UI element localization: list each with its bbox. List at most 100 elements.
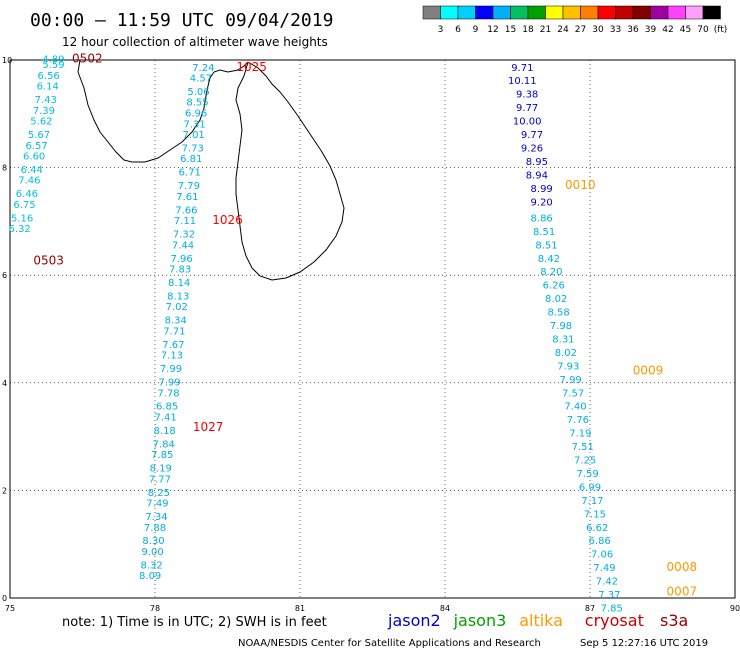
wave-height-value: 7.11 [174,216,196,227]
x-tick-label: 90 [730,604,740,613]
wave-height-value: 9.71 [511,63,533,74]
colorbar-swatch [545,5,564,20]
y-tick-label: 10 [2,56,12,65]
wave-height-value: 6.32 [9,224,31,235]
wave-height-value: 9.26 [521,143,543,154]
pass-time-label: 0502 [72,52,103,66]
wave-height-value: 8.86 [531,213,553,224]
wave-height-value: 9.00 [141,547,163,558]
wave-height-value: 7.31 [184,119,206,130]
x-tick-label: 87 [585,604,595,613]
wave-height-value: 6.85 [156,402,178,413]
colorbar-swatch [702,5,721,20]
wave-height-value: 8.25 [148,488,170,499]
wave-height-value: 7.44 [172,240,194,251]
wave-height-value: 10.00 [513,117,542,128]
wave-height-value: 7.61 [176,192,198,203]
wave-height-value: 5.16 [11,213,33,224]
colorbar-label: 24 [557,25,569,35]
colorbar-label: 45 [680,25,691,35]
wave-height-value: 8.94 [526,170,548,181]
colorbar-swatch [457,5,476,20]
wave-height-value: 8.31 [552,334,574,345]
y-tick-label: 2 [2,486,7,495]
wave-height-value: 7.79 [178,181,200,192]
wave-height-value: 8.55 [186,98,208,109]
wave-height-value: 7.66 [175,205,197,216]
wave-height-value: 10.11 [508,76,537,87]
wave-height-value: 7.67 [162,340,184,351]
colorbar-swatch [510,5,529,20]
wave-height-value: 7.46 [18,176,40,187]
wave-height-value: 5.62 [30,117,52,128]
footer-timestamp: Sep 5 12:27:16 UTC 2019 [580,638,708,649]
colorbar-label: 27 [575,25,586,35]
colorbar-swatch [615,5,634,20]
wave-height-value: 7.19 [569,429,591,440]
pass-time-label: 0503 [33,253,64,267]
colorbar-swatch [527,5,546,20]
colorbar-label: 36 [627,25,639,35]
wave-height-value: 7.85 [151,450,173,461]
wave-height-value: 7.39 [33,106,55,117]
wave-height-value: 5.67 [28,130,50,141]
colorbar-label: 9 [473,25,479,35]
colorbar-swatch [492,5,511,20]
wave-height-value: 8.19 [150,464,172,475]
wave-height-value: 7.83 [169,265,191,276]
colorbar-label: 42 [662,25,673,35]
colorbar-swatch [632,5,651,20]
wave-height-value: 8.51 [533,227,555,238]
wave-height-value: 8.58 [547,308,569,319]
pass-time-label: 1025 [236,60,267,74]
satellite-tracks: 4.895.596.566.14 7.437.395.62 5.676.576.60… [9,52,698,615]
wave-height-value: 5.59 [42,60,64,71]
x-axis-ticks: 75 78 81 84 87 90 [5,604,740,613]
y-tick-label: 6 [2,271,7,280]
colorbar-label: 30 [592,25,604,35]
wave-height-value: 8.99 [531,184,553,195]
wave-height-value: 8.20 [540,267,562,278]
track-cryosat: 7.244.57 5.068.556.967.317.01 7.736.81 6.71… [139,60,267,582]
colorbar-label: 3 [438,25,444,35]
colorbar-swatch [475,5,494,20]
grid-lines [9,59,736,599]
track-jason3: 8.86 8.51 8.51 8.42 8.20 6.26 8.02 8.58 7.98 8.31… [531,178,698,614]
wave-height-value: 7.25 [574,456,596,467]
wave-height-value: 6.57 [25,141,47,152]
wave-height-value: 7.99 [560,375,582,386]
wave-height-value: 7.13 [161,351,183,362]
wave-height-value: 7.98 [550,321,572,332]
wave-height-value: 7.59 [576,469,598,480]
footer-note: note: 1) Time is in UTC; 2) SWH is in fe… [62,615,327,630]
wave-height-value: 9.77 [521,130,543,141]
wave-height-value: 6.44 [21,165,43,176]
legend-cryosat: cryosat [585,611,644,630]
colorbar-label: (ft) [714,25,728,35]
legend-jason3: jason3 [453,611,507,630]
wave-height-value: 7.88 [144,523,166,534]
wave-height-value: 7.37 [598,590,620,601]
wave-height-value: 7.99 [158,377,180,388]
colorbar-swatch [650,5,669,20]
x-tick-label: 81 [295,604,305,613]
colorbar-label: 15 [505,25,516,35]
legend-altika: altika [519,611,563,630]
track-jason2: 9.71 10.11 9.38 9.77 10.00 9.77 9.26 8.95 8.94 8.… [508,63,553,208]
colorbar-legend: 3 6 9 12 15 18 21 24 27 30 33 36 39 42 45 70 (ft) [422,5,728,35]
wave-height-value: 8.14 [168,278,190,289]
chart-title: 00:00 – 11:59 UTC 09/04/2019 [30,10,333,31]
wave-height-value: 6.99 [579,482,601,493]
wave-height-value: 8.09 [139,571,161,582]
wave-height-value: 6.62 [586,523,608,534]
plot-frame [9,59,736,599]
wave-height-value: 8.51 [535,240,557,251]
colorbar-swatch [597,5,616,20]
wave-height-value: 8.32 [140,560,162,571]
wave-height-value: 7.15 [584,509,606,520]
wave-height-value: 7.93 [557,361,579,372]
wave-height-value: 4.89 [42,55,64,66]
wave-height-value: 6.26 [543,281,565,292]
colorbar-label: 6 [455,25,461,35]
